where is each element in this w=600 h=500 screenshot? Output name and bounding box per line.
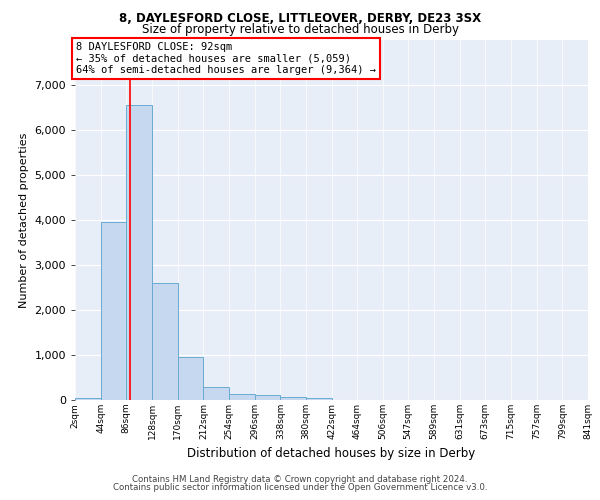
Bar <box>178 357 203 400</box>
Bar <box>127 106 152 400</box>
Text: Contains public sector information licensed under the Open Government Licence v3: Contains public sector information licen… <box>113 484 487 492</box>
Bar <box>306 398 332 400</box>
Text: 8 DAYLESFORD CLOSE: 92sqm
← 35% of detached houses are smaller (5,059)
64% of se: 8 DAYLESFORD CLOSE: 92sqm ← 35% of detac… <box>76 42 376 75</box>
X-axis label: Distribution of detached houses by size in Derby: Distribution of detached houses by size … <box>187 448 476 460</box>
Bar <box>280 398 306 400</box>
Text: Contains HM Land Registry data © Crown copyright and database right 2024.: Contains HM Land Registry data © Crown c… <box>132 475 468 484</box>
Bar <box>203 386 229 400</box>
Bar <box>101 222 127 400</box>
Text: 8, DAYLESFORD CLOSE, LITTLEOVER, DERBY, DE23 3SX: 8, DAYLESFORD CLOSE, LITTLEOVER, DERBY, … <box>119 12 481 26</box>
Bar <box>255 395 280 400</box>
Bar <box>152 283 178 400</box>
Bar <box>229 394 255 400</box>
Text: Size of property relative to detached houses in Derby: Size of property relative to detached ho… <box>142 24 458 36</box>
Y-axis label: Number of detached properties: Number of detached properties <box>19 132 29 308</box>
Bar <box>75 398 101 400</box>
